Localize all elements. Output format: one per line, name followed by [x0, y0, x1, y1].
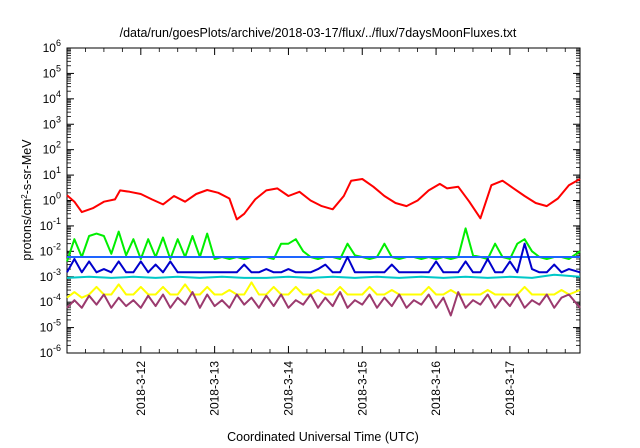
x-tick-label: 2018-3-13	[208, 361, 222, 416]
x-tick-label: 2018-3-16	[429, 361, 443, 416]
y-tick-exponent: -6	[53, 343, 61, 353]
y-tick-exponent: -1	[53, 216, 61, 226]
x-tick-label: 2018-3-17	[503, 361, 517, 416]
y-tick-label: 105	[43, 63, 61, 80]
y-tick-exponent: 6	[56, 38, 61, 48]
y-tick-label: 10-3	[40, 267, 61, 284]
x-tick-label: 2018-3-14	[281, 361, 295, 416]
y-tick-base: 10	[40, 270, 54, 284]
x-tick-label: 2018-3-15	[355, 361, 369, 416]
y-tick-base: 10	[40, 321, 54, 335]
y-tick-label: 100	[43, 191, 61, 208]
y-tick-label: 10-4	[40, 292, 61, 309]
x-axis: 2018-3-12 2018-3-13 2018-3-14 2018-3-15 2018…	[85, 48, 566, 416]
y-tick-label: 10-5	[40, 318, 61, 335]
y-axis-label-pre: protons/cm	[20, 199, 34, 261]
y-tick-label: 101	[43, 165, 61, 182]
plot-area	[66, 47, 581, 354]
x-axis-label: Coordinated Universal Time (UTC)	[227, 430, 419, 444]
y-tick-label: 106	[43, 38, 61, 55]
y-axis: 10-610-510-410-310-210-11001011021031041…	[40, 38, 580, 360]
y-tick-base: 10	[43, 41, 57, 55]
y-tick-exponent: 0	[56, 191, 61, 201]
y-tick-base: 10	[43, 66, 57, 80]
y-axis-label-post: -s-sr-MeV	[20, 139, 34, 195]
y-tick-base: 10	[43, 194, 57, 208]
y-tick-exponent: 5	[56, 63, 61, 73]
y-tick-exponent: 1	[56, 165, 61, 175]
y-tick-base: 10	[43, 92, 57, 106]
series-line-5	[66, 281, 581, 299]
y-tick-base: 10	[40, 346, 54, 360]
x-tick-label: 2018-3-12	[134, 361, 148, 416]
y-tick-base: 10	[40, 219, 54, 233]
y-tick-exponent: 2	[56, 140, 61, 150]
series-line-0	[66, 178, 581, 221]
y-tick-exponent: -2	[53, 241, 61, 251]
y-tick-base: 10	[43, 168, 57, 182]
y-tick-base: 10	[40, 295, 54, 309]
series-line-3	[66, 242, 581, 274]
series-line-4	[66, 273, 581, 279]
y-tick-exponent: 4	[56, 89, 61, 99]
chart-title: /data/run/goesPlots/archive/2018-03-17/f…	[120, 26, 517, 40]
y-tick-label: 10-2	[40, 241, 61, 258]
y-tick-base: 10	[43, 143, 57, 157]
series-line-6	[66, 291, 581, 317]
y-tick-label: 103	[43, 114, 61, 131]
y-axis-label-sup: 2	[20, 194, 29, 199]
y-tick-exponent: -3	[53, 267, 61, 277]
y-tick-base: 10	[43, 117, 57, 131]
y-axis-label: protons/cm2-s-sr-MeV	[20, 139, 35, 261]
y-tick-label: 10-1	[40, 216, 61, 233]
y-tick-label: 102	[43, 140, 61, 157]
data-series	[66, 178, 581, 317]
y-tick-label: 10-6	[40, 343, 61, 360]
y-tick-exponent: -5	[53, 318, 61, 328]
y-tick-exponent: -4	[53, 292, 61, 302]
y-tick-base: 10	[40, 244, 54, 258]
y-tick-label: 104	[43, 89, 61, 106]
y-tick-exponent: 3	[56, 114, 61, 124]
